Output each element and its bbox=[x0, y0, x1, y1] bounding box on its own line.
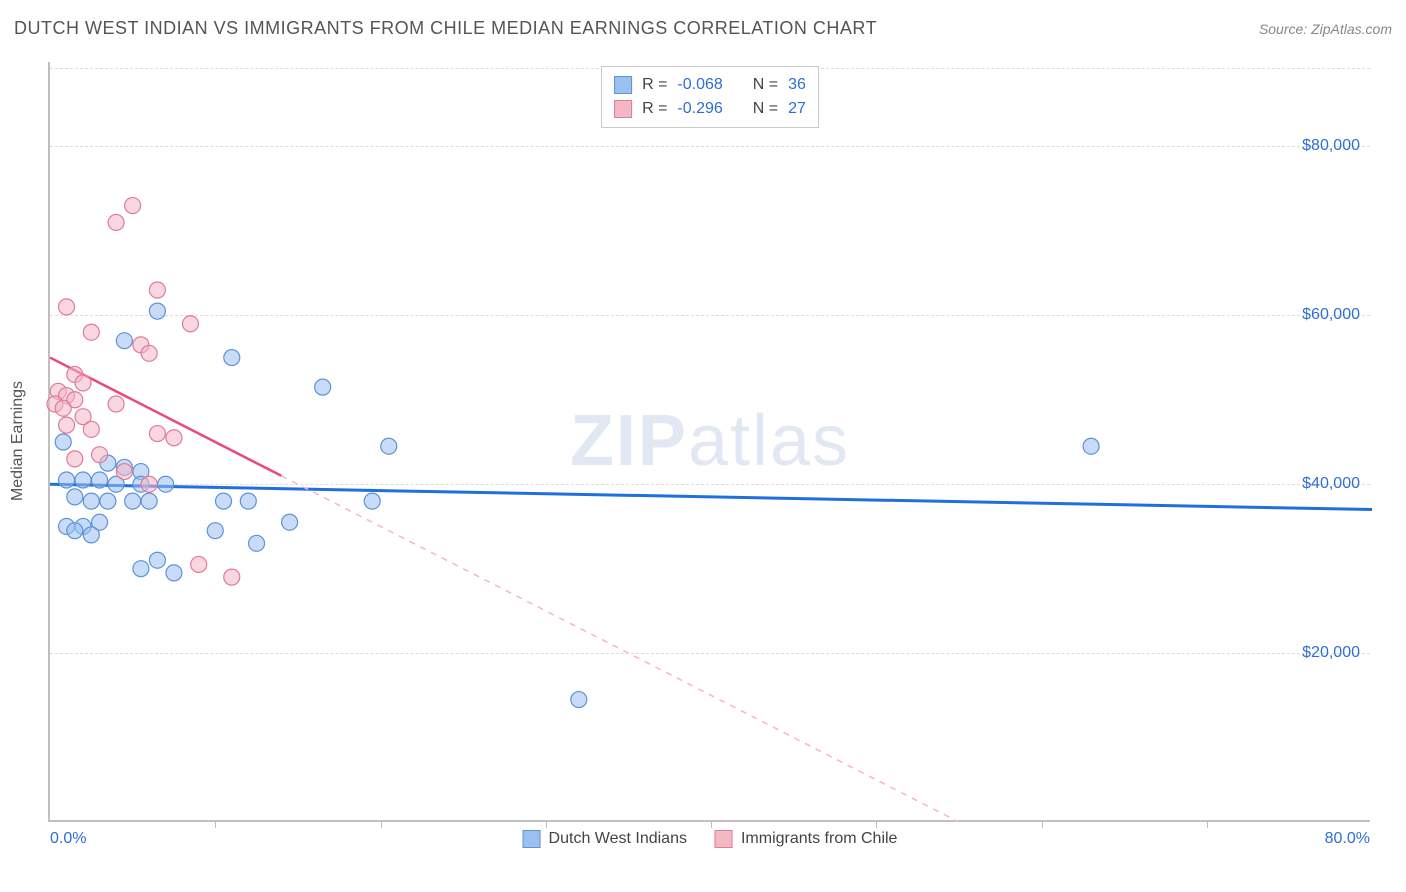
data-point bbox=[133, 561, 149, 577]
legend-swatch bbox=[715, 830, 733, 848]
data-point bbox=[141, 345, 157, 361]
data-point bbox=[59, 417, 75, 433]
data-point bbox=[125, 493, 141, 509]
stat-n-value: 27 bbox=[788, 97, 806, 121]
data-point bbox=[149, 552, 165, 568]
data-point bbox=[83, 324, 99, 340]
data-point bbox=[83, 527, 99, 543]
data-point bbox=[92, 472, 108, 488]
stats-row: R = -0.296 N = 27 bbox=[614, 97, 806, 121]
scatter-svg bbox=[50, 62, 1370, 820]
data-point bbox=[158, 476, 174, 492]
data-point bbox=[315, 379, 331, 395]
x-tick bbox=[381, 820, 382, 828]
stat-r-value: -0.296 bbox=[677, 97, 722, 121]
chart-header: DUTCH WEST INDIAN VS IMMIGRANTS FROM CHI… bbox=[14, 18, 1392, 39]
x-tick bbox=[1207, 820, 1208, 828]
x-tick bbox=[1042, 820, 1043, 828]
data-point bbox=[166, 565, 182, 581]
x-tick bbox=[876, 820, 877, 828]
legend-item: Immigrants from Chile bbox=[715, 830, 897, 848]
series-legend: Dutch West Indians Immigrants from Chile bbox=[523, 830, 898, 848]
legend-item: Dutch West Indians bbox=[523, 830, 687, 848]
stat-r-value: -0.068 bbox=[677, 73, 722, 97]
data-point bbox=[191, 556, 207, 572]
y-axis-title: Median Earnings bbox=[9, 381, 27, 501]
data-point bbox=[55, 400, 71, 416]
data-point bbox=[149, 303, 165, 319]
data-point bbox=[216, 493, 232, 509]
data-point bbox=[108, 214, 124, 230]
data-point bbox=[75, 472, 91, 488]
legend-label: Dutch West Indians bbox=[549, 830, 687, 848]
data-point bbox=[59, 472, 75, 488]
trend-line-extrapolated bbox=[281, 476, 959, 822]
data-point bbox=[67, 523, 83, 539]
data-point bbox=[67, 451, 83, 467]
data-point bbox=[364, 493, 380, 509]
data-point bbox=[92, 447, 108, 463]
stat-n-label: N = bbox=[753, 73, 778, 97]
data-point bbox=[149, 282, 165, 298]
x-axis-max-label: 80.0% bbox=[1325, 830, 1370, 848]
data-point bbox=[207, 523, 223, 539]
x-tick bbox=[546, 820, 547, 828]
data-point bbox=[55, 434, 71, 450]
data-point bbox=[83, 421, 99, 437]
data-point bbox=[59, 299, 75, 315]
data-point bbox=[166, 430, 182, 446]
stat-n-label: N = bbox=[753, 97, 778, 121]
data-point bbox=[224, 569, 240, 585]
data-point bbox=[125, 198, 141, 214]
chart-title: DUTCH WEST INDIAN VS IMMIGRANTS FROM CHI… bbox=[14, 18, 877, 39]
data-point bbox=[116, 333, 132, 349]
data-point bbox=[249, 535, 265, 551]
stat-r-label: R = bbox=[642, 97, 667, 121]
data-point bbox=[75, 375, 91, 391]
legend-swatch bbox=[523, 830, 541, 848]
legend-label: Immigrants from Chile bbox=[741, 830, 897, 848]
legend-swatch bbox=[614, 76, 632, 94]
data-point bbox=[224, 350, 240, 366]
data-point bbox=[108, 396, 124, 412]
stats-row: R = -0.068 N = 36 bbox=[614, 73, 806, 97]
data-point bbox=[381, 438, 397, 454]
data-point bbox=[67, 489, 83, 505]
data-point bbox=[83, 493, 99, 509]
data-point bbox=[149, 426, 165, 442]
data-point bbox=[1083, 438, 1099, 454]
data-point bbox=[141, 493, 157, 509]
data-point bbox=[182, 316, 198, 332]
stat-n-value: 36 bbox=[788, 73, 806, 97]
source-attribution: Source: ZipAtlas.com bbox=[1259, 21, 1392, 37]
correlation-stats-box: R = -0.068 N = 36 R = -0.296 N = 27 bbox=[601, 66, 819, 128]
x-tick bbox=[215, 820, 216, 828]
x-tick bbox=[711, 820, 712, 828]
legend-swatch bbox=[614, 100, 632, 118]
data-point bbox=[116, 464, 132, 480]
data-point bbox=[141, 476, 157, 492]
plot-area: Median Earnings $20,000$40,000$60,000$80… bbox=[48, 62, 1370, 822]
x-axis-min-label: 0.0% bbox=[50, 830, 86, 848]
stat-r-label: R = bbox=[642, 73, 667, 97]
data-point bbox=[571, 692, 587, 708]
data-point bbox=[240, 493, 256, 509]
data-point bbox=[282, 514, 298, 530]
data-point bbox=[100, 493, 116, 509]
